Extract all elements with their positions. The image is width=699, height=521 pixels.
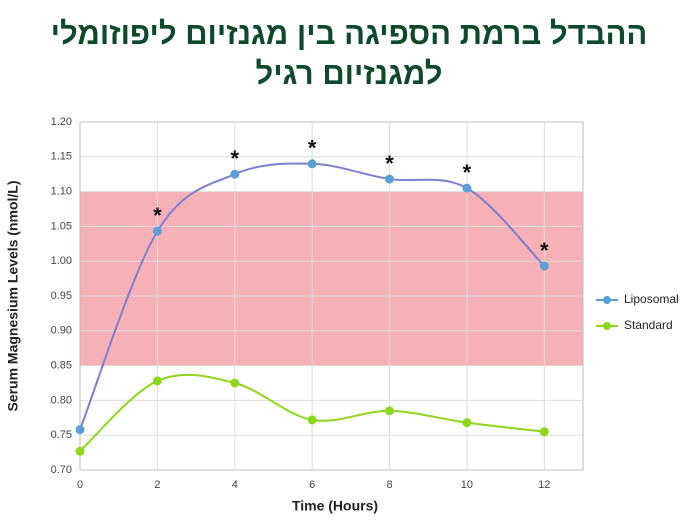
y-tick-label: 1.15 [51,151,72,163]
data-point [230,169,240,179]
data-point [307,159,317,169]
data-point [152,376,162,386]
annotation: * [153,203,162,228]
y-tick-label: 0.90 [51,325,72,337]
data-point [462,418,472,428]
x-tick-label: 2 [154,479,160,491]
y-tick-label: 1.20 [51,116,72,128]
legend-swatch [603,296,611,304]
x-tick-label: 0 [77,479,83,491]
data-point [230,378,240,388]
y-tick-label: 0.95 [51,290,72,302]
chart-title: ההבדל ברמת הספיגה בין מגנזיום ליפוזומלי [51,16,648,51]
y-tick-label: 0.70 [51,464,72,476]
legend-label: Liposomal [624,292,679,306]
data-point [462,183,472,193]
x-tick-label: 4 [232,479,238,491]
annotation: * [540,238,549,263]
data-point [152,226,162,236]
plot-border [79,121,584,471]
legend-swatch [603,322,611,330]
chart-title: למגנזיום רגיל [255,56,442,91]
data-point [539,261,549,271]
x-tick-label: 8 [386,479,392,491]
y-tick-label: 1.10 [51,186,72,198]
data-point [385,406,395,416]
annotation: * [230,146,239,171]
data-point [385,174,395,184]
x-tick-label: 12 [538,479,550,491]
legend-label: Standard [624,318,673,332]
data-point [307,415,317,425]
y-tick-label: 0.85 [51,360,72,372]
data-point [75,425,85,435]
y-tick-label: 1.05 [51,220,72,232]
x-tick-label: 6 [309,479,315,491]
annotation: * [385,151,394,176]
data-point [539,427,549,437]
annotation: * [308,136,317,161]
x-axis-label: Time (Hours) [292,498,378,514]
annotation: * [463,160,472,185]
y-tick-label: 0.75 [51,429,72,441]
y-axis-label: Serum Magnesium Levels (nmol/L) [5,180,21,411]
data-point [75,446,85,456]
y-tick-label: 0.80 [51,394,72,406]
x-tick-label: 10 [461,479,473,491]
y-tick-label: 1.00 [51,255,72,267]
